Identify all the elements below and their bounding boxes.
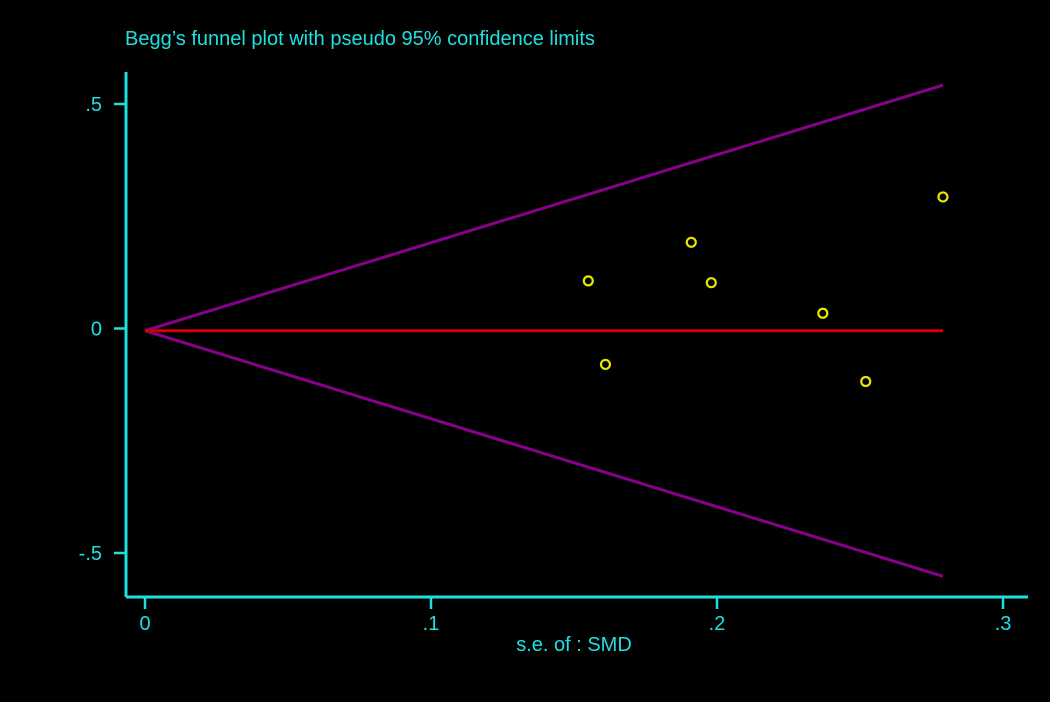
x-axis-label: s.e. of : SMD: [516, 634, 632, 656]
study-point: [937, 191, 949, 203]
study-point: [685, 236, 697, 248]
x-tick-label: .2: [709, 613, 726, 635]
x-tick-label: .1: [423, 613, 440, 635]
y-tick-label: .5: [85, 94, 102, 116]
lower-confidence-limit: [144, 329, 944, 578]
study-point: [817, 307, 829, 319]
study-point: [599, 358, 612, 371]
x-tick-label: 0: [139, 613, 150, 635]
study-point: [705, 277, 717, 289]
y-tick-label: -.5: [79, 543, 102, 565]
study-point: [582, 275, 594, 287]
study-point: [860, 375, 872, 388]
x-tick-label: .3: [995, 613, 1012, 635]
y-tick-label: 0: [91, 319, 102, 341]
x-axis-ticks: 0 .1 .2 .3: [139, 597, 1011, 635]
upper-confidence-limit: [144, 83, 944, 333]
chart-title: Begg’s funnel plot with pseudo 95% confi…: [125, 28, 595, 50]
y-axis-ticks: .5 0 -.5: [79, 94, 126, 565]
study-points: [582, 191, 949, 388]
